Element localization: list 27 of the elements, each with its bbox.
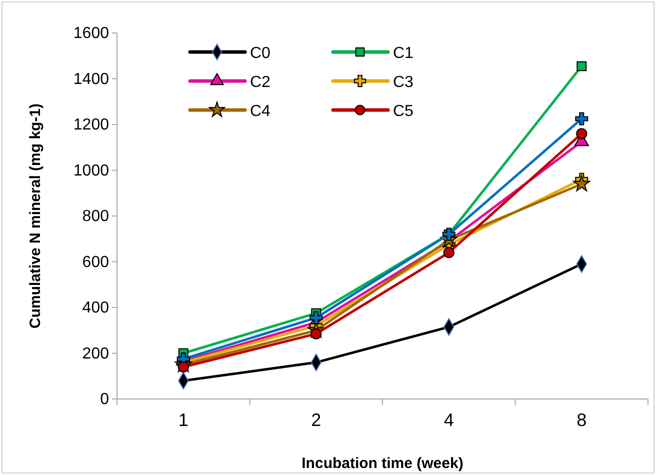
legend-label: C0 [250,45,271,62]
point [310,311,323,324]
x-tick-label: 1 [178,410,188,430]
legend-label: C5 [393,103,414,120]
x-axis-title: Incubation time (week) [302,455,464,472]
y-tick-label: 200 [82,345,110,362]
x-tick-label: 8 [576,410,587,430]
legend-label: C4 [250,103,271,120]
y-tick-label: 1000 [73,162,110,180]
legend-label: C1 [393,45,414,62]
y-tick-label: 800 [82,208,110,226]
y-tick-label: 1400 [73,70,110,88]
x-tick-label: 2 [311,410,322,430]
x-tick-label: 4 [444,410,454,430]
point [575,112,588,126]
y-axis-title: Cumulative N mineral (mg kg-1) [27,103,44,329]
y-tick-label: 1200 [73,116,110,134]
y-tick-label: 1600 [73,25,110,42]
legend-label: C3 [393,74,414,91]
point [573,175,590,192]
y-tick-label: 0 [100,391,110,408]
y-tick-label: 600 [82,254,110,271]
point [443,247,454,258]
point [576,61,587,72]
point [178,361,189,373]
legend-label: C2 [250,74,271,91]
y-tick-label: 400 [82,300,110,317]
